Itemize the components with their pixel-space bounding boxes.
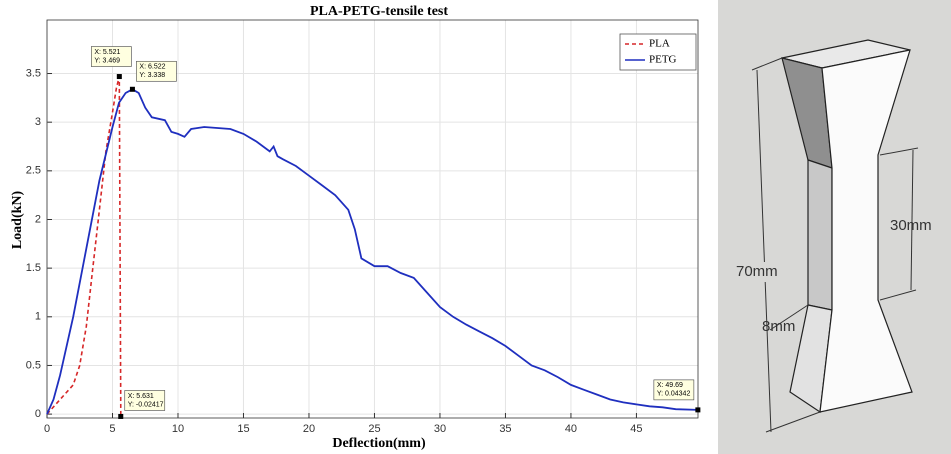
y-axis-label: Load(kN) [10, 190, 25, 249]
x-axis-label: Deflection(mm) [332, 436, 426, 451]
y-tick-label: 3.5 [26, 67, 41, 79]
chart-title: PLA-PETG-tensile test [310, 4, 448, 19]
datatip-label: X: 49.69 [657, 382, 683, 389]
datatip-label: X: 6.522 [139, 64, 165, 71]
datatip-label: Y: 3.469 [94, 57, 120, 64]
y-tick-label: 1 [35, 311, 41, 323]
x-tick-label: 45 [630, 423, 642, 435]
x-tick-label: 20 [303, 423, 315, 435]
datatip-label: Y: 3.338 [139, 72, 165, 79]
legend-label: PLA [649, 38, 670, 50]
figure: PLA-PETG-tensile test Deflection(mm) Loa… [0, 0, 951, 454]
datatip-marker [130, 87, 135, 92]
side-face-middle [808, 160, 832, 310]
page: {"chart_data": {"type": "line", "title":… [0, 0, 951, 454]
x-tick-label: 25 [368, 423, 380, 435]
datatip-marker [695, 407, 700, 412]
y-tick-label: 3 [35, 116, 41, 128]
specimen-diagram: 70mm 30mm 8mm [718, 0, 951, 454]
x-tick-label: 10 [172, 423, 184, 435]
x-tick-label: 30 [434, 423, 446, 435]
x-tick-label: 40 [565, 423, 577, 435]
y-tick-label: 0.5 [26, 359, 41, 371]
datatip-marker [118, 414, 123, 419]
datatip-label: Y: 0.04342 [657, 391, 691, 398]
x-tick-label: 15 [237, 423, 249, 435]
datatip-label: X: 5.631 [128, 393, 154, 400]
datatip-label: X: 5.521 [94, 49, 120, 56]
dimension-label: 70mm [736, 263, 778, 280]
y-tick-label: 2 [35, 213, 41, 225]
y-tick-label: 1.5 [26, 262, 41, 274]
dimension-label: 8mm [762, 318, 795, 335]
y-tick-label: 2.5 [26, 165, 41, 177]
dimension-label: 30mm [890, 217, 932, 234]
x-tick-label: 0 [44, 423, 50, 435]
x-tick-label: 5 [109, 423, 115, 435]
x-tick-label: 35 [499, 423, 511, 435]
y-tick-label: 0 [35, 408, 41, 420]
legend-label: PETG [649, 54, 677, 66]
datatip-marker [117, 74, 122, 79]
datatip-label: Y: -0.02417 [128, 401, 164, 408]
chart: PLA-PETG-tensile test Deflection(mm) Loa… [10, 4, 700, 451]
